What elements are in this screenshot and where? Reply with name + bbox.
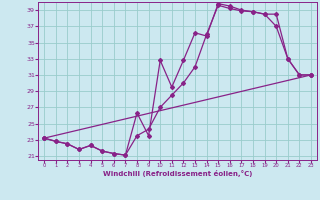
- X-axis label: Windchill (Refroidissement éolien,°C): Windchill (Refroidissement éolien,°C): [103, 170, 252, 177]
